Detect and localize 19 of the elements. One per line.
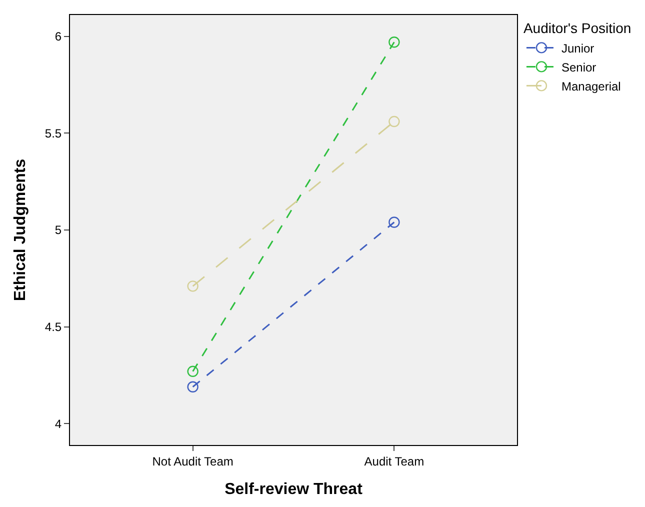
point [388,36,400,48]
point [388,116,400,128]
point [187,381,198,392]
y-axis-title: Ethical Judgments [12,158,29,302]
y-tick-label: 5.5 [44,126,62,140]
legend-label: Junior [561,41,594,56]
x-tick-label: Audit Team [364,454,424,468]
y-tick-label: 4.5 [44,320,62,334]
legend-title: Auditor's Position [523,20,632,36]
x-tick-label: Not Audit Team [152,454,234,468]
legend-label: Managerial [561,79,621,94]
y-tick-label: 6 [54,30,62,44]
point [187,280,198,292]
legend-label: Senior [561,60,596,74]
y-tick-label: 4 [54,416,62,431]
y-tick-label: 5 [54,223,62,238]
point [388,216,400,228]
x-axis-title: Self-review Threat [224,481,364,498]
point [187,366,198,377]
